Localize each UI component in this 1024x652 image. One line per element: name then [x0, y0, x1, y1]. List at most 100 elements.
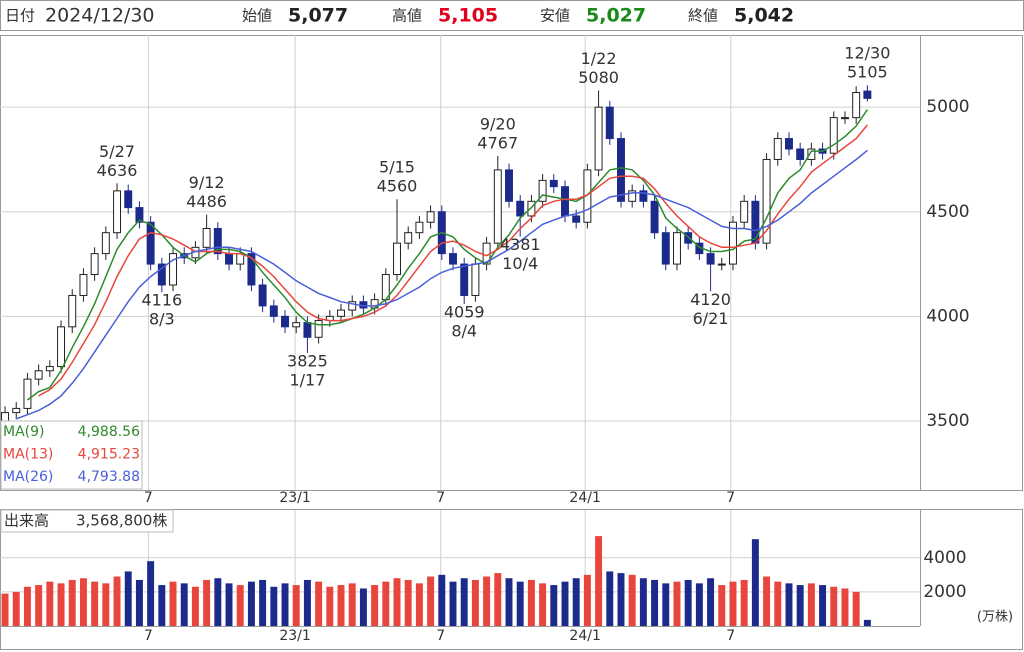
header-field-name: 安値: [540, 7, 570, 25]
legend-name: MA(13): [3, 447, 53, 463]
volume-bar: [79, 578, 87, 626]
candle-body: [57, 326, 66, 368]
volume-bar: [483, 576, 491, 626]
candle-body: [617, 138, 625, 202]
volume-bar: [572, 578, 580, 626]
annotation-date: 8/4: [451, 322, 477, 341]
candle-body: [706, 253, 715, 265]
volume-bar: [371, 585, 379, 626]
volume-bar: [236, 585, 244, 626]
candle-body: [34, 370, 43, 380]
volume-bar: [124, 571, 132, 626]
header-field-value: 5,027: [586, 5, 646, 27]
volume-bar: [281, 583, 289, 626]
candle-body: [90, 253, 99, 276]
volume-bar: [23, 586, 31, 626]
legend-box: [0, 420, 143, 490]
x-tick-label: 23/1: [279, 490, 310, 506]
candle-body: [135, 207, 144, 223]
volume-bar: [751, 539, 759, 626]
header-field-name: 始値: [242, 7, 272, 25]
annotation-value: 4381: [500, 235, 541, 254]
annotation-date: 1/22: [581, 49, 617, 68]
volume-bar: [841, 588, 849, 626]
candle-body: [101, 232, 110, 255]
candle-body: [684, 232, 693, 244]
candle-body: [493, 169, 502, 244]
candle-body: [729, 221, 737, 265]
y-tick-label: 4000: [926, 306, 969, 326]
volume-bar: [35, 585, 43, 626]
candle-body: [840, 117, 849, 120]
header-field-name: 終値: [688, 7, 718, 25]
candle-body: [773, 138, 782, 160]
y-tick-label: 2000: [923, 582, 966, 602]
candle-body: [661, 232, 670, 265]
volume-bar: [673, 581, 681, 626]
volume-bar: [135, 579, 143, 626]
volume-bar: [595, 536, 603, 626]
header-bar: [0, 0, 1024, 31]
candle-body: [426, 211, 435, 223]
volume-bar: [415, 583, 423, 626]
volume-bar: [303, 579, 311, 626]
x-tick-label: 24/1: [569, 490, 600, 506]
volume-bar: [169, 581, 177, 626]
volume-bar: [113, 576, 121, 626]
header-field-value: 5,077: [288, 5, 348, 27]
annotation-value: 4486: [186, 192, 227, 211]
candle-body: [863, 90, 872, 99]
candle-body: [258, 284, 267, 307]
y-tick-label: 3500: [926, 411, 969, 431]
volume-bar: [214, 578, 222, 626]
volume-bar: [326, 586, 334, 626]
volume-latest: 3,568,800株: [76, 512, 167, 530]
volume-bar: [796, 585, 804, 626]
volume-bar: [259, 579, 267, 626]
legend-value: 4,988.56: [78, 424, 140, 440]
candle-body: [639, 190, 648, 202]
candle-body: [124, 190, 133, 209]
candle-body: [673, 232, 681, 265]
volume-bar: [606, 571, 614, 626]
volume-bar: [763, 576, 771, 626]
header-field-value: 5,105: [438, 5, 498, 27]
annotation-date: 6/21: [693, 309, 729, 328]
candle-body: [303, 322, 312, 338]
candle-body: [796, 148, 805, 160]
candle-body: [337, 309, 345, 317]
candle-body: [762, 158, 771, 244]
annotation-date: 1/17: [289, 370, 325, 389]
candle-body: [157, 263, 166, 286]
volume-bar: [292, 585, 300, 626]
legend-name: MA(9): [3, 424, 45, 440]
volume-bar: [393, 578, 401, 626]
candle-body: [751, 200, 760, 244]
candle-body: [404, 232, 413, 244]
annotation-value: 4767: [477, 133, 518, 152]
volume-bar: [729, 581, 737, 626]
annotation-value: 3825: [287, 351, 328, 370]
candle-body: [549, 179, 558, 188]
volume-bar: [225, 583, 233, 626]
annotation-date: 9/20: [480, 114, 516, 133]
x-tick-label: 7: [726, 490, 735, 506]
volume-bar: [247, 581, 255, 626]
candle-body: [415, 221, 424, 234]
candle-body: [516, 200, 525, 217]
candle-body: [449, 253, 457, 265]
volume-bar: [830, 586, 838, 626]
ma-line: [38, 124, 868, 397]
candle-body: [314, 320, 323, 338]
volume-bar: [863, 619, 871, 626]
volume-bar: [449, 581, 457, 626]
volume-bar: [550, 585, 558, 626]
candle-body: [79, 274, 88, 296]
volume-bar: [102, 583, 110, 626]
volume-title-box: [0, 509, 174, 533]
unit-label: (万株): [977, 610, 1013, 625]
ma-line: [15, 149, 868, 420]
volume-bar: [158, 585, 166, 626]
plot: 始値 5,077 高値 5,105 安値 5,027 終値 5,042 3500 4000 4500…: [0, 5, 1013, 644]
volume-title: 出来高: [4, 512, 49, 530]
